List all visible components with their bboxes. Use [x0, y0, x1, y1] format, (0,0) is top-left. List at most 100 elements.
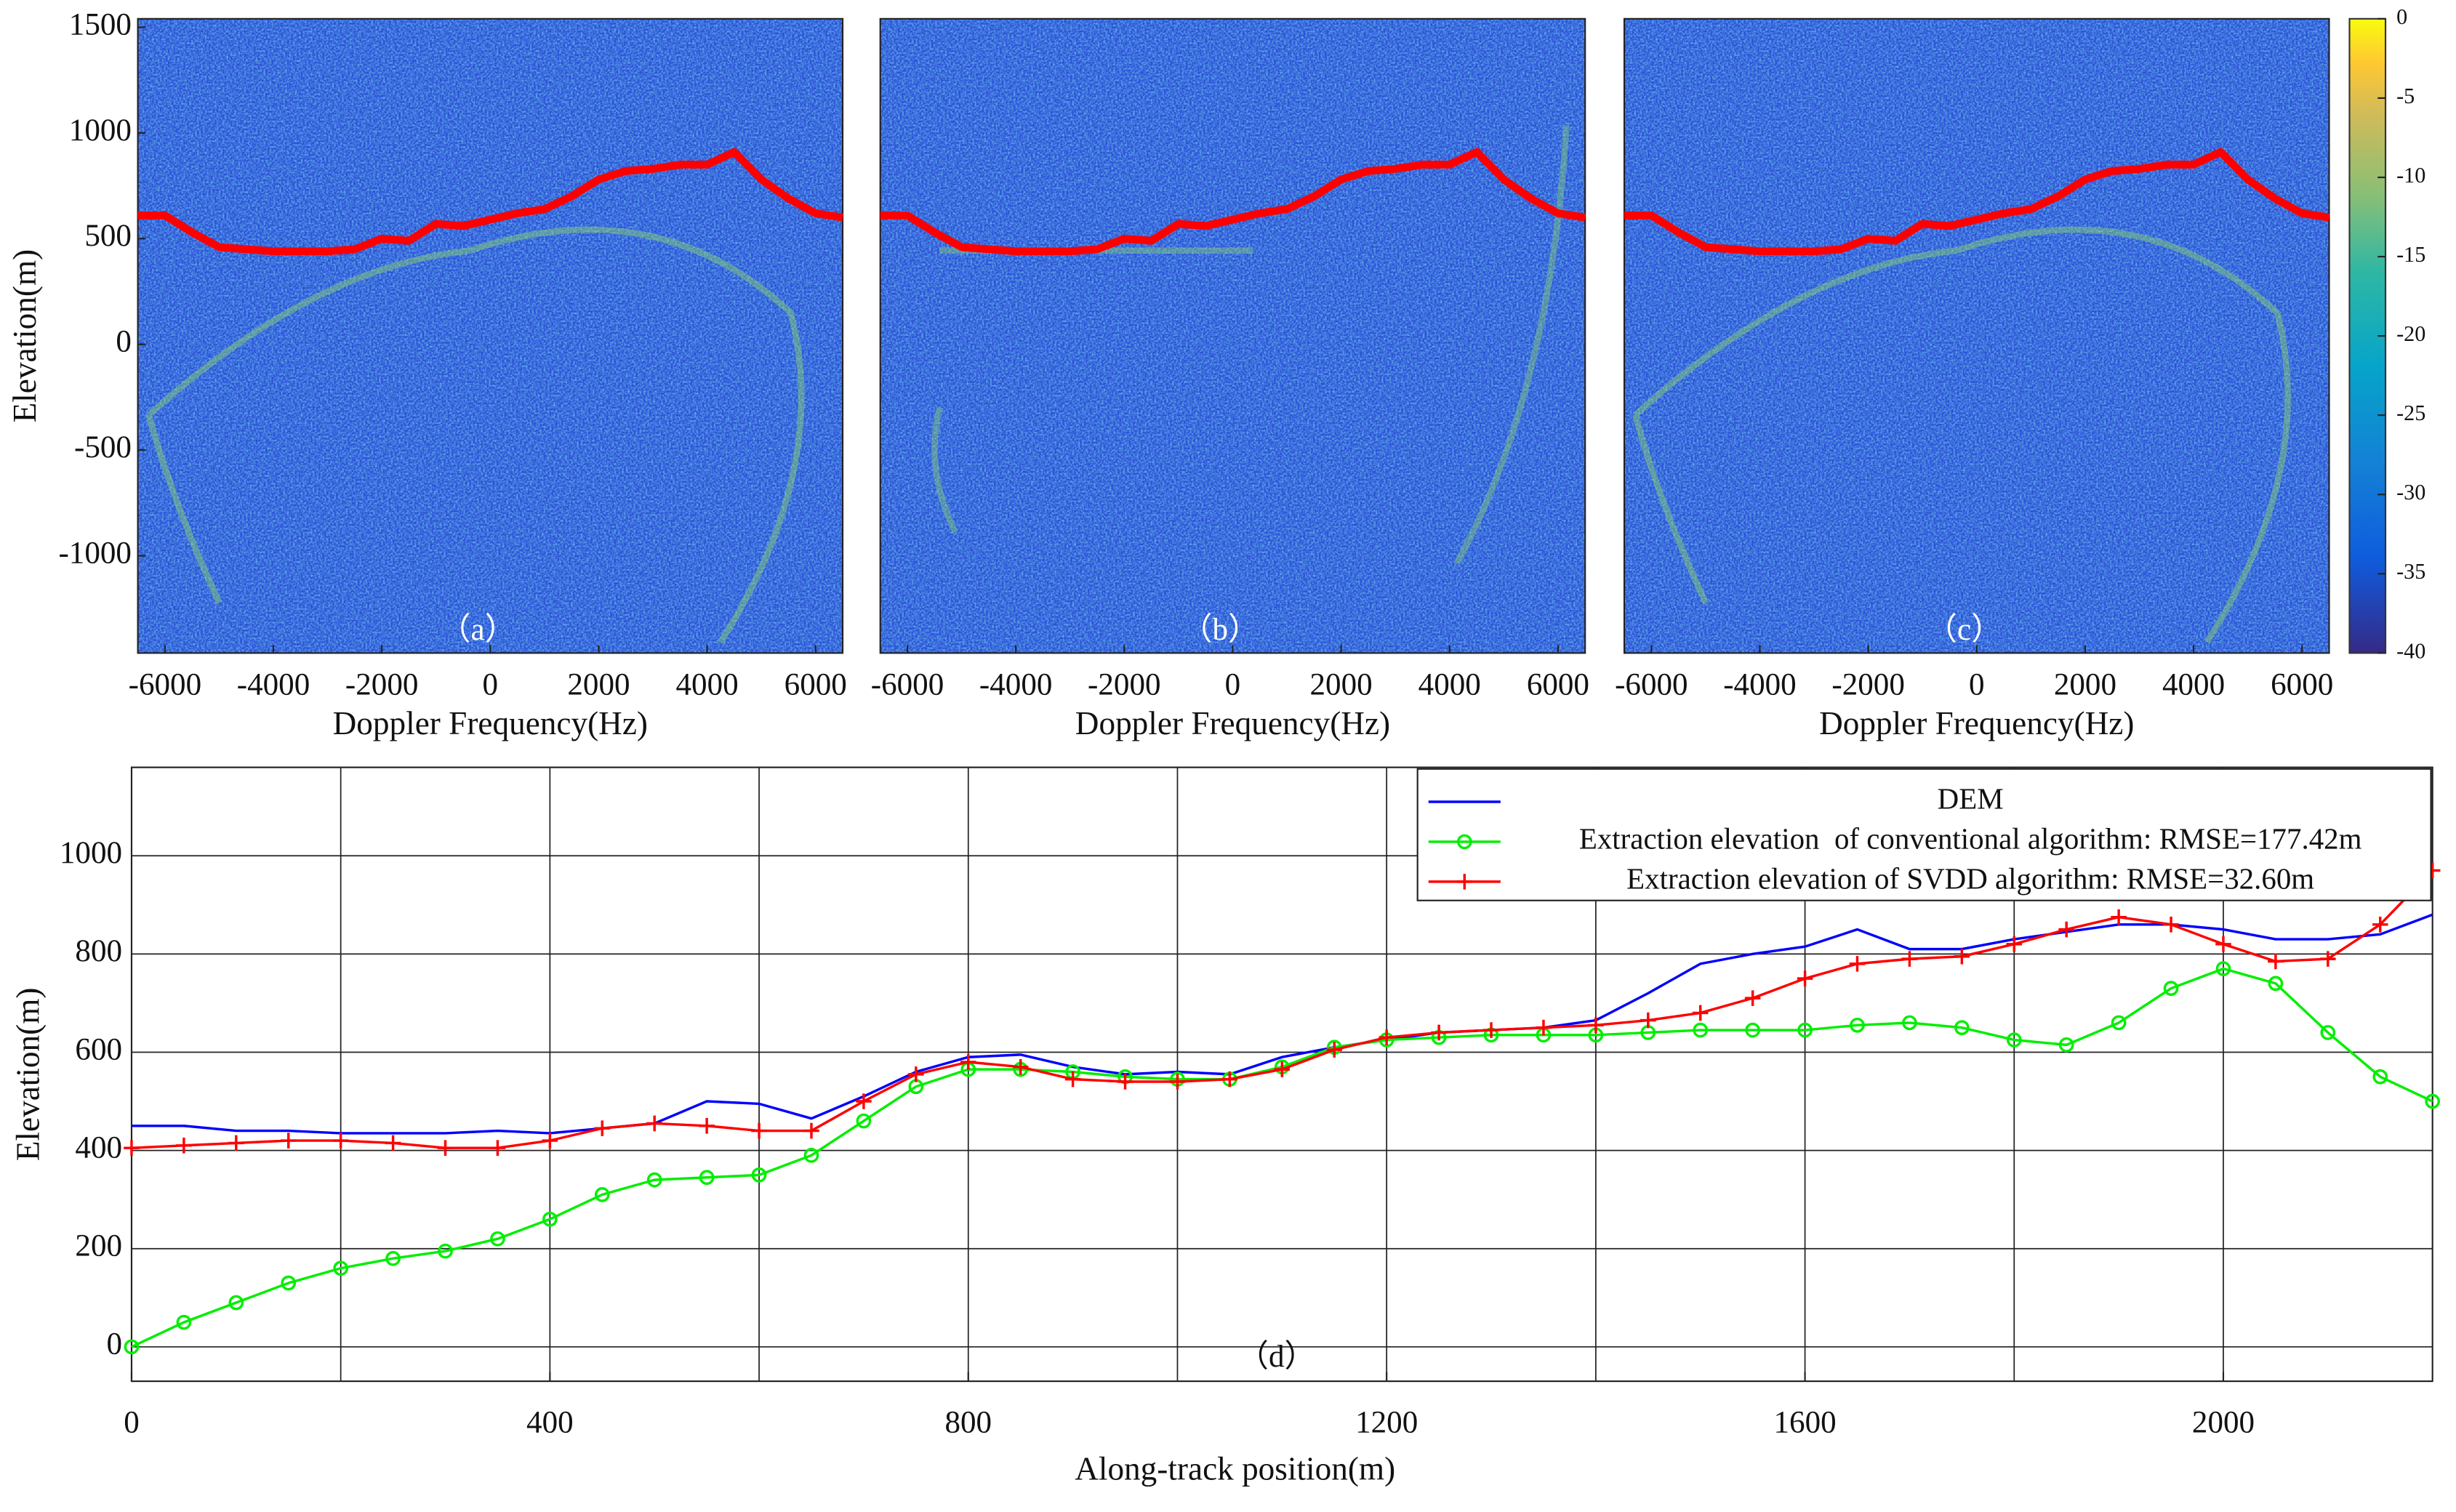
marker: [646, 1115, 662, 1132]
marker: [1431, 1024, 1447, 1041]
y-tick-label: 0: [106, 1327, 122, 1362]
heatmap-backgrounds: [137, 17, 2387, 654]
y-axis-label: Elevation(m): [7, 249, 43, 423]
marker: [2320, 951, 2336, 967]
series-line: [131, 869, 2433, 1149]
x-tick-label: -4000: [979, 668, 1053, 702]
x-tick-label: -4000: [237, 668, 310, 702]
x-tick-label: 2000: [2192, 1405, 2255, 1439]
x-axis-label: Doppler Frequency(Hz): [333, 705, 648, 741]
heatmap-noise: [1624, 18, 2329, 654]
marker: [960, 1054, 976, 1070]
marker: [1326, 1042, 1343, 1058]
legend-box: [1416, 768, 2432, 901]
series-line: [131, 913, 2433, 1135]
y-tick-label: 200: [75, 1229, 122, 1263]
x-tick-label: -2000: [345, 668, 419, 702]
x-tick-label: 0: [124, 1405, 140, 1439]
x-axis-label: Doppler Frequency(Hz): [1819, 705, 2134, 741]
marker: [1693, 1022, 1709, 1038]
colorbar-tick-label: -40: [2396, 638, 2425, 663]
marker: [124, 1339, 140, 1355]
marker: [2006, 936, 2023, 952]
marker: [1692, 1005, 1709, 1021]
heatmap-noise: [880, 18, 1586, 654]
marker: [1483, 1022, 1499, 1038]
y-axis-label: Elevation(m): [9, 988, 46, 1162]
marker: [1849, 956, 1866, 972]
marker: [1169, 1074, 1186, 1090]
x-tick-label: -6000: [1615, 668, 1688, 702]
marker: [1064, 1071, 1081, 1087]
marker: [2163, 981, 2179, 996]
marker: [1640, 1012, 1656, 1029]
x-tick-label: 1200: [1355, 1405, 1418, 1439]
marker: [699, 1118, 715, 1134]
marker: [803, 1122, 819, 1139]
marker: [751, 1167, 767, 1183]
x-tick-label: 800: [944, 1405, 992, 1439]
marker: [490, 1231, 505, 1247]
y-tick-label: -1000: [58, 536, 132, 570]
legend-label: DEM: [1938, 782, 2004, 815]
marker: [280, 1133, 297, 1149]
marker: [699, 1170, 715, 1186]
marker: [489, 1140, 506, 1156]
marker: [2215, 936, 2231, 952]
panel-label: （d）: [1237, 1340, 1316, 1374]
y-tick-label: 500: [84, 219, 132, 253]
x-tick-label: 2000: [2054, 668, 2116, 702]
panel-label: （b）: [1181, 613, 1259, 647]
ridge-line: [880, 148, 1586, 256]
x-tick-label: -6000: [129, 668, 202, 702]
marker: [437, 1140, 454, 1156]
marker: [1744, 990, 1761, 1006]
x-tick-label: 1600: [1774, 1405, 1837, 1439]
plot-frame: [130, 766, 2433, 1383]
marker: [1012, 1058, 1029, 1075]
marker: [594, 1187, 610, 1202]
x-tick-label: -4000: [1723, 668, 1797, 702]
echo-arc: [145, 226, 805, 644]
y-tick-label: 1500: [69, 7, 132, 41]
colorbar-tick-label: -20: [2396, 321, 2425, 346]
marker: [2006, 1032, 2022, 1047]
colorbar-tick-label: -15: [2396, 242, 2425, 267]
x-axis-label: Along-track position(m): [1075, 1450, 1395, 1487]
x-tick-label: -6000: [871, 668, 944, 702]
legend-label: Extraction elevation of SVDD algorithm: …: [1626, 862, 2314, 895]
x-tick-label: -2000: [1831, 668, 1905, 702]
marker: [281, 1275, 297, 1291]
marker: [2058, 921, 2074, 938]
y-tick-label: 1000: [60, 836, 122, 870]
marker: [856, 1093, 872, 1109]
colorbar-tick-label: -25: [2396, 401, 2425, 425]
legend-label: Extraction elevation of conventional alg…: [1579, 822, 2362, 855]
marker: [438, 1243, 453, 1259]
marker: [1901, 951, 1918, 967]
x-tick-label: 2000: [1310, 668, 1373, 702]
marker: [228, 1295, 244, 1311]
colorbar-tick-label: 0: [2396, 4, 2407, 29]
marker: [1588, 1017, 1604, 1034]
marker: [908, 1066, 924, 1082]
marker: [228, 1135, 244, 1151]
x-tick-label: 4000: [2162, 668, 2225, 702]
marker: [1797, 970, 1813, 986]
marker: [2268, 953, 2284, 970]
x-tick-label: 0: [483, 668, 499, 702]
marker: [333, 1260, 349, 1276]
marker: [1117, 1074, 1133, 1090]
x-tick-label: 0: [1225, 668, 1241, 702]
colorbar-tick-label: -5: [2396, 84, 2415, 108]
x-tick-label: 4000: [1418, 668, 1481, 702]
x-tick-label: 6000: [2271, 668, 2333, 702]
x-tick-label: -2000: [1088, 668, 1161, 702]
ridge-line: [137, 148, 843, 256]
marker: [1456, 874, 1473, 890]
marker: [646, 1172, 662, 1188]
marker: [1745, 1022, 1760, 1038]
colorbar-tick-label: -35: [2396, 559, 2425, 584]
